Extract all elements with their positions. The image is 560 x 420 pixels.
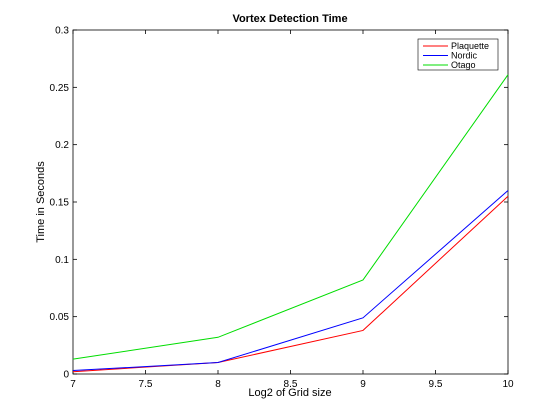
x-tick-label: 9.5 — [429, 379, 443, 390]
x-tick-label: 8.5 — [284, 379, 298, 390]
plot-area — [72, 29, 509, 375]
series-line-nordic — [72, 190, 509, 372]
y-tick-label: 0.1 — [55, 255, 69, 266]
y-tick-label: 0.3 — [55, 26, 69, 37]
x-axis: 7 7.5 8 8.5 9 9.5 10 — [70, 30, 514, 390]
y-axis: 0 0.05 0.1 0.15 0.2 0.25 0.3 — [50, 26, 508, 381]
x-tick-label: 8 — [215, 379, 221, 390]
x-tick-label: 7.5 — [139, 379, 153, 390]
legend-label: Nordic — [451, 51, 478, 61]
x-tick-label: 9 — [360, 379, 366, 390]
series-line-plaquette — [72, 195, 509, 373]
y-tick-label: 0.15 — [50, 198, 70, 209]
legend-label: Plaquette — [451, 41, 489, 51]
series-line-otago — [72, 74, 509, 360]
x-axis-label: Log2 of Grid size — [248, 387, 331, 399]
y-tick-label: 0 — [63, 370, 69, 381]
series-lines — [72, 74, 509, 373]
chart-title: Vortex Detection Time — [232, 13, 347, 25]
y-tick-label: 0.25 — [50, 83, 70, 94]
y-tick-label: 0.2 — [55, 140, 69, 151]
y-tick-label: 0.05 — [50, 312, 70, 323]
legend-label: Otago — [451, 60, 476, 70]
x-tick-label: 7 — [70, 379, 76, 390]
y-axis-label: Time in Seconds — [35, 161, 47, 243]
x-tick-label: 10 — [502, 379, 514, 390]
